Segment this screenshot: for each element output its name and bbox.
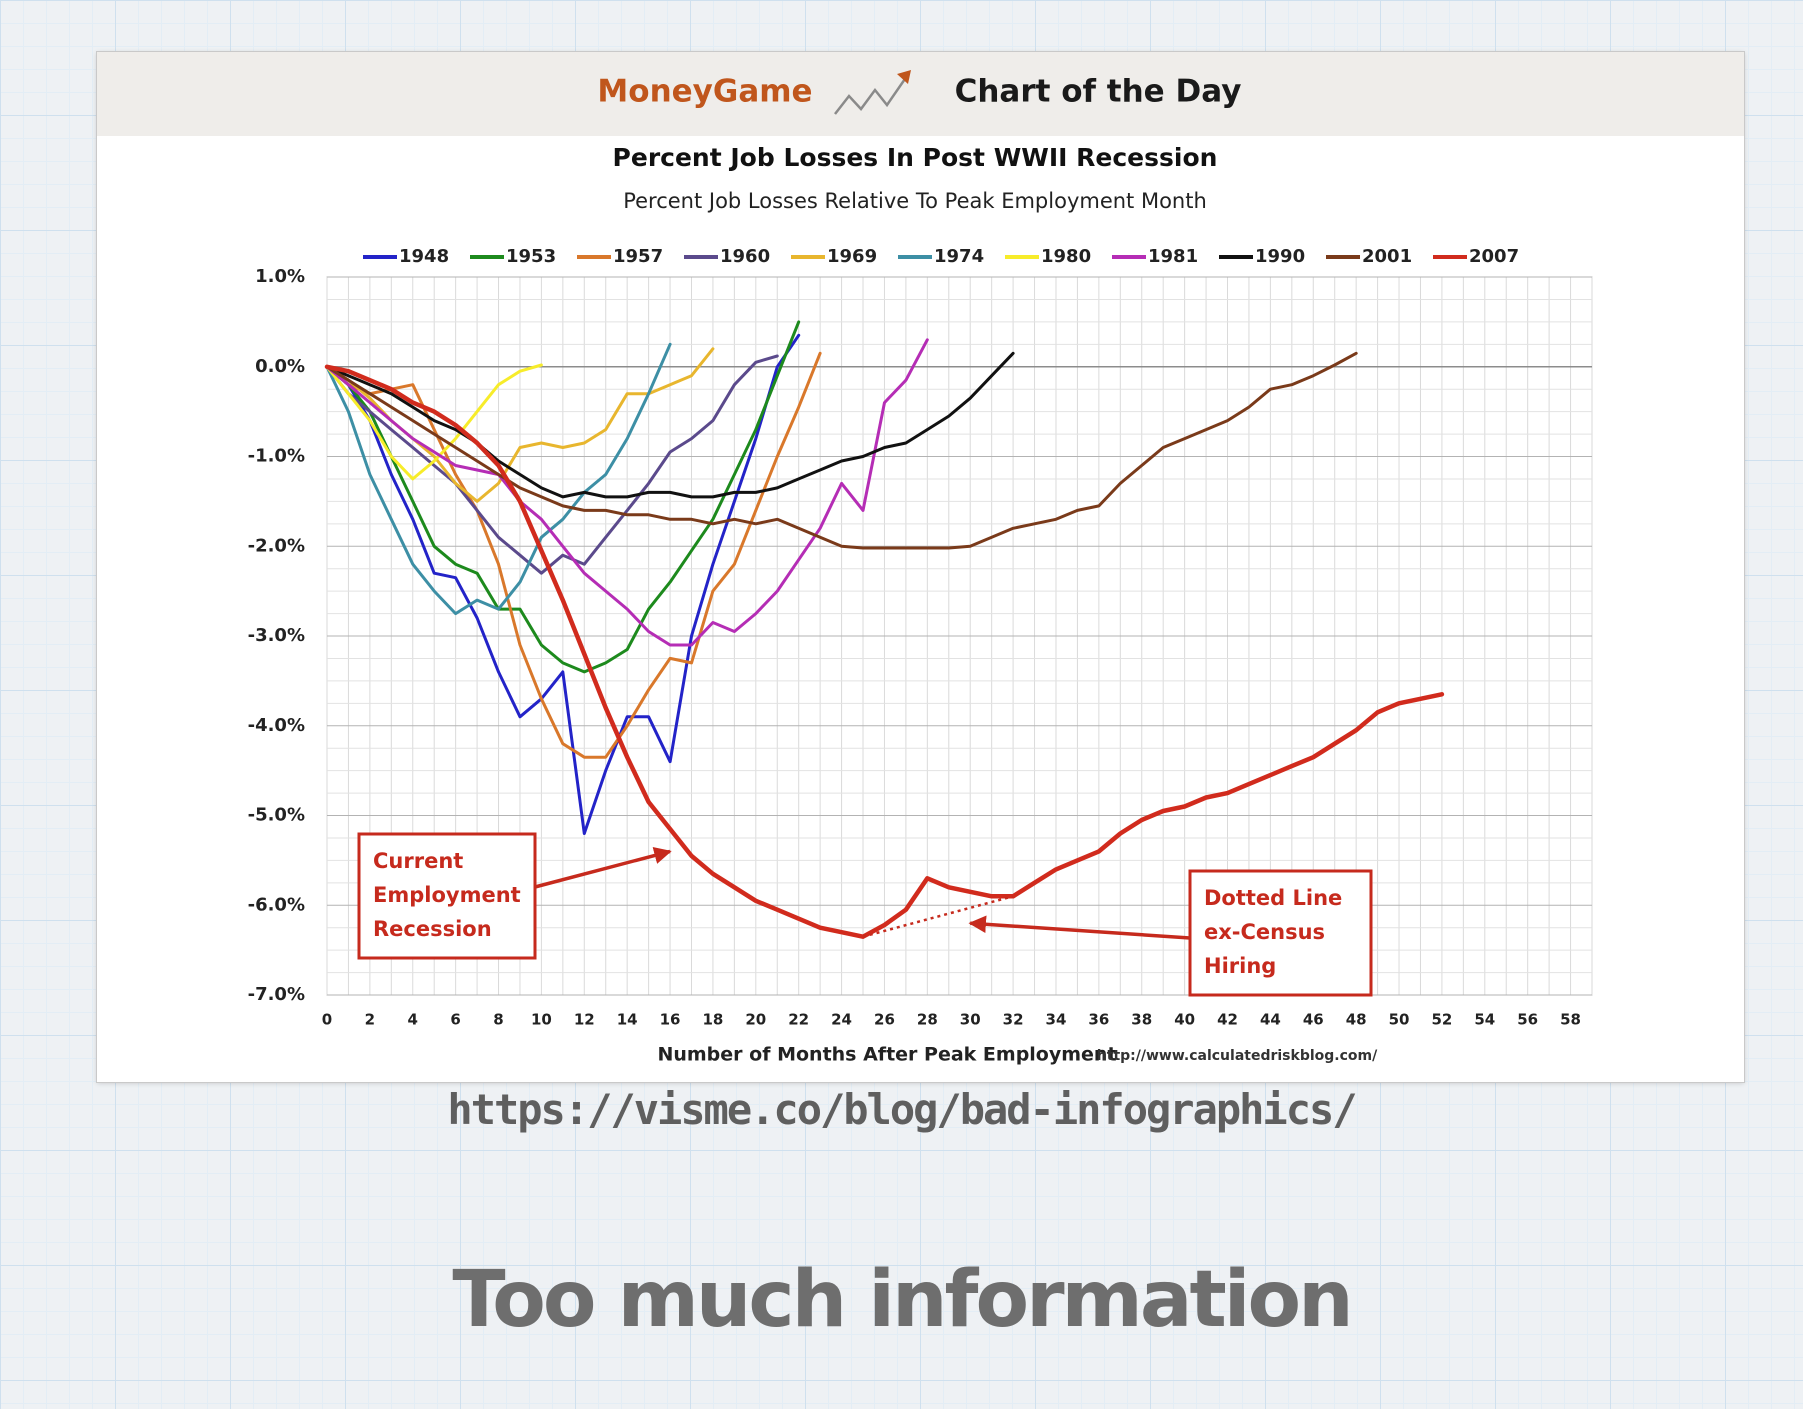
slide-title: Too much information	[452, 1255, 1353, 1345]
legend-label: 1981	[1148, 246, 1198, 267]
series-line	[325, 333, 801, 835]
legend-label: 1960	[720, 246, 770, 267]
legend-label: 1969	[827, 246, 877, 267]
series-line	[325, 342, 672, 616]
chart-card: MoneyGame Chart of the Day Percent Job Los…	[97, 52, 1744, 1082]
line-chart: MoneyGame Chart of the Day Percent Job Los…	[97, 52, 1744, 1066]
x-tick-label: 56	[1517, 1011, 1538, 1029]
source-label: http://www.calculatedriskblog.com/	[1097, 1048, 1378, 1064]
annotation-text: Hiring	[1204, 954, 1276, 978]
series-line	[324, 364, 1445, 939]
x-tick-label: 16	[660, 1011, 681, 1029]
annotation-box	[1188, 869, 1373, 997]
x-tick-label: 20	[745, 1011, 766, 1029]
legend-label: 1980	[1041, 246, 1091, 267]
series-line	[325, 320, 801, 674]
y-tick-label: -5.0%	[248, 805, 305, 826]
trend-logo-icon	[834, 75, 909, 115]
annotation-text: Employment	[373, 883, 521, 907]
banner-background	[97, 52, 1744, 136]
x-tick-label: 24	[831, 1011, 852, 1029]
legend-label: 2001	[1362, 246, 1412, 267]
series-line	[325, 351, 822, 759]
y-tick-label: -3.0%	[248, 625, 305, 646]
x-tick-label: 32	[1003, 1011, 1024, 1029]
annotation-text: Current	[373, 849, 463, 873]
x-tick-label: 28	[917, 1011, 938, 1029]
series-line	[325, 351, 1015, 499]
x-tick-label: 40	[1174, 1011, 1195, 1029]
x-tick-label: 4	[408, 1011, 418, 1029]
y-tick-label: -1.0%	[248, 446, 305, 467]
legend-label: 1948	[399, 246, 449, 267]
x-tick-label: 52	[1431, 1011, 1452, 1029]
x-tick-label: 42	[1217, 1011, 1238, 1029]
series-line	[325, 363, 543, 481]
x-tick-label: 44	[1260, 1011, 1281, 1029]
series-line	[325, 351, 1358, 550]
legend-label: 1974	[934, 246, 984, 267]
annotation-text: Dotted Line	[1204, 886, 1342, 910]
y-tick-label: -6.0%	[248, 894, 305, 915]
x-tick-label: 34	[1046, 1011, 1067, 1029]
annotation-text: ex-Census	[1204, 920, 1325, 944]
legend-label: 1953	[506, 246, 556, 267]
x-tick-label: 26	[874, 1011, 895, 1029]
x-tick-label: 22	[788, 1011, 809, 1029]
x-tick-label: 50	[1389, 1011, 1410, 1029]
x-tick-label: 46	[1303, 1011, 1324, 1029]
trend-arrow-icon	[897, 70, 911, 84]
x-tick-label: 6	[450, 1011, 460, 1029]
annotation-text: Recession	[373, 917, 492, 941]
dotted-ex-census-line	[862, 895, 1014, 938]
x-tick-label: 2	[365, 1011, 375, 1029]
legend-label: 2007	[1469, 246, 1519, 267]
x-tick-label: 48	[1346, 1011, 1367, 1029]
series-line	[325, 354, 779, 575]
chart-title: Percent Job Losses In Post WWII Recessio…	[613, 143, 1218, 172]
series-line	[325, 338, 929, 647]
x-tick-label: 8	[493, 1011, 503, 1029]
legend-label: 1990	[1255, 246, 1305, 267]
x-axis-label: Number of Months After Peak Employment	[657, 1044, 1116, 1066]
annotation-arrow	[534, 846, 672, 889]
y-tick-label: -4.0%	[248, 715, 305, 736]
chart-subtitle: Percent Job Losses Relative To Peak Empl…	[623, 189, 1207, 213]
annotation-arrow	[968, 915, 1191, 940]
source-url: https://visme.co/blog/bad-infographics/	[447, 1085, 1357, 1134]
banner-brand: MoneyGame	[597, 74, 812, 110]
x-tick-label: 30	[960, 1011, 981, 1029]
y-tick-label: -2.0%	[248, 535, 305, 556]
x-tick-label: 54	[1474, 1011, 1495, 1029]
y-tick-label: -7.0%	[248, 984, 305, 1005]
x-tick-label: 38	[1131, 1011, 1152, 1029]
x-tick-label: 0	[322, 1011, 332, 1029]
x-tick-label: 58	[1560, 1011, 1581, 1029]
x-tick-label: 12	[574, 1011, 595, 1029]
annotation-box	[357, 832, 537, 960]
x-tick-label: 36	[1088, 1011, 1109, 1029]
y-tick-label: 0.0%	[255, 356, 305, 377]
x-tick-label: 18	[702, 1011, 723, 1029]
x-tick-label: 10	[531, 1011, 552, 1029]
banner-subtitle: Chart of the Day	[955, 74, 1242, 110]
legend-label: 1957	[613, 246, 663, 267]
y-tick-label: 1.0%	[255, 266, 305, 287]
x-tick-label: 14	[617, 1011, 638, 1029]
